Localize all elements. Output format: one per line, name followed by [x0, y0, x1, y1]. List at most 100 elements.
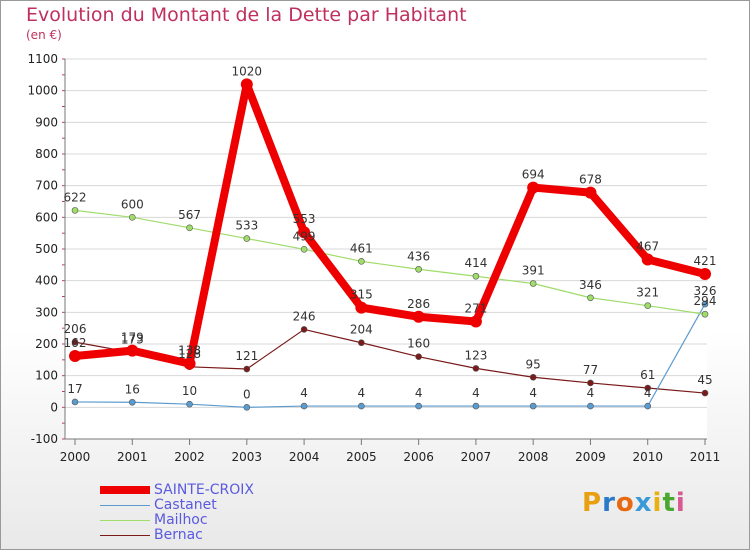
y-tick-label: 200 — [35, 337, 58, 351]
y-tick-label: 1100 — [27, 52, 58, 66]
x-tick-label: 2008 — [518, 450, 549, 464]
legend-label-sainte-croix: SAINTE-CROIX — [154, 482, 255, 498]
data-point — [529, 402, 537, 410]
data-label: 694 — [522, 168, 545, 182]
data-label: 461 — [350, 241, 373, 255]
y-tick-label: 700 — [35, 179, 58, 193]
legend-label-bernac: Bernac — [154, 527, 203, 543]
x-tick-label: 2001 — [117, 450, 148, 464]
data-label: 414 — [464, 256, 487, 270]
data-label: 4 — [587, 386, 595, 400]
data-label: 421 — [694, 254, 717, 268]
data-point — [243, 404, 251, 411]
data-point — [529, 280, 537, 287]
data-label: 121 — [235, 349, 258, 363]
data-point — [240, 78, 253, 91]
data-label: 4 — [300, 386, 308, 400]
data-label: 346 — [579, 278, 602, 292]
data-point — [415, 265, 422, 273]
data-point — [71, 398, 79, 406]
data-label: 1020 — [232, 64, 263, 78]
logo-letter: r — [602, 488, 616, 518]
data-point — [69, 350, 81, 363]
data-point — [699, 268, 711, 281]
y-tick-label: 800 — [35, 147, 58, 161]
legend-swatch-castanet — [100, 505, 150, 506]
data-point — [472, 365, 480, 372]
y-tick-label: -100 — [31, 432, 58, 446]
x-tick-label: 2007 — [461, 450, 492, 464]
data-label: 45 — [697, 373, 712, 387]
x-tick-label: 2000 — [60, 450, 91, 464]
x-tick-label: 2006 — [403, 450, 434, 464]
y-tick-label: 300 — [35, 305, 58, 319]
y-tick-label: 0 — [50, 400, 58, 414]
series-line-sainte-croix — [71, 80, 709, 368]
data-point — [300, 246, 308, 253]
y-tick-label: 500 — [35, 242, 58, 256]
data-label: 678 — [579, 173, 602, 187]
data-point — [358, 402, 365, 410]
logo-letter: t — [662, 488, 676, 518]
data-label: 286 — [407, 297, 430, 311]
x-tick-label: 2010 — [632, 450, 663, 464]
data-point — [186, 400, 193, 408]
data-label: 4 — [644, 386, 652, 400]
x-tick-label: 2005 — [346, 450, 377, 464]
data-point — [584, 186, 597, 199]
data-label: 246 — [293, 309, 316, 323]
y-tick-label: 100 — [35, 369, 58, 383]
data-label: 315 — [350, 288, 373, 302]
data-label: 204 — [350, 323, 373, 337]
data-point — [415, 402, 422, 410]
data-label: 294 — [694, 294, 717, 308]
legend-label-mailhoc: Mailhoc — [154, 512, 208, 528]
logo-letter: x — [634, 488, 653, 518]
data-label: 0 — [243, 387, 251, 401]
data-point — [701, 310, 709, 318]
data-label: 173 — [121, 333, 144, 347]
data-point — [358, 339, 365, 347]
data-label: 95 — [526, 357, 541, 371]
data-label: 160 — [407, 337, 430, 351]
data-label: 553 — [293, 212, 316, 226]
data-point — [469, 315, 482, 328]
x-tick-label: 2002 — [174, 450, 205, 464]
data-point — [644, 384, 652, 392]
data-point — [587, 402, 594, 410]
x-tick-label: 2009 — [575, 450, 606, 464]
data-label: 600 — [121, 197, 144, 211]
logo-letter: i — [675, 488, 686, 518]
data-point — [128, 214, 136, 221]
x-tick-label: 2004 — [289, 450, 320, 464]
legend-swatch-bernac — [100, 535, 150, 536]
logo-letter: o — [615, 488, 635, 518]
data-point — [71, 338, 79, 346]
data-label: 123 — [464, 348, 487, 362]
data-point — [587, 379, 594, 387]
data-label: 4 — [358, 386, 366, 400]
data-point — [472, 402, 480, 410]
data-label: 138 — [178, 344, 201, 358]
data-point — [412, 310, 425, 323]
legend-swatch-sainte-croix — [100, 486, 150, 494]
data-label: 271 — [464, 302, 487, 316]
data-label: 17 — [67, 382, 82, 396]
data-point — [641, 253, 654, 266]
data-point — [701, 389, 709, 397]
chart-title: Evolution du Montant de la Dette par Hab… — [26, 4, 467, 26]
data-label: 436 — [407, 249, 430, 263]
data-point — [587, 294, 594, 302]
data-point — [300, 326, 308, 333]
series-line-mailhoc — [74, 209, 706, 315]
data-label: 4 — [415, 386, 423, 400]
data-label: 533 — [235, 219, 258, 233]
x-tick-label: 2011 — [690, 450, 721, 464]
data-point — [701, 300, 709, 308]
data-point — [527, 181, 540, 194]
data-label: 16 — [125, 382, 140, 396]
proxiti-logo: Proxiti — [582, 488, 686, 518]
data-point — [644, 302, 652, 309]
data-label: 4 — [529, 386, 537, 400]
